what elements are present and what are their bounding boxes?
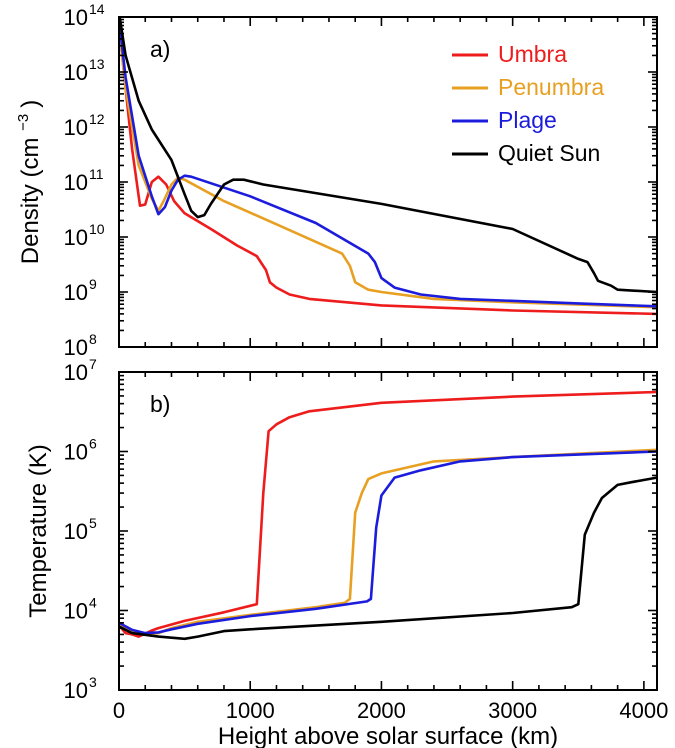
plot-area bbox=[119, 390, 657, 641]
y-tick-label: 10 bbox=[64, 170, 88, 195]
y-tick-exponent: 9 bbox=[89, 276, 97, 292]
panel-label: b) bbox=[150, 391, 170, 417]
y-tick-exponent: 5 bbox=[89, 515, 97, 531]
panel-2: 0 1000 2000 3000 4000 Height above solar surf… bbox=[25, 356, 668, 748]
y-tick-label: 10 bbox=[64, 115, 88, 140]
y-tick-exponent: 11 bbox=[89, 166, 104, 182]
series-plage-line bbox=[119, 19, 657, 308]
series-quiet-sun-line bbox=[119, 17, 657, 294]
y-tick-exponent: 7 bbox=[89, 356, 97, 372]
legend-label: Quiet Sun bbox=[498, 140, 600, 166]
series-plage-line bbox=[119, 450, 657, 635]
series-penumbra-line bbox=[119, 25, 657, 309]
plot-frame bbox=[118, 371, 658, 691]
y-tick-label: 10 bbox=[64, 519, 88, 544]
x-tick-label: 2000 bbox=[357, 698, 406, 723]
y-axis-label: Temperature (K) bbox=[25, 444, 52, 617]
y-tick-label: 10 bbox=[64, 360, 88, 385]
y-tick-label: 10 bbox=[64, 225, 88, 250]
series-umbra-line bbox=[119, 25, 657, 316]
y-tick-label: 10 bbox=[64, 440, 88, 465]
panel-label: a) bbox=[150, 36, 170, 62]
x-tick-label: 0 bbox=[113, 698, 125, 723]
series-penumbra-line bbox=[119, 448, 657, 636]
y-tick-exponent: 10 bbox=[89, 221, 105, 237]
y-tick-label: 10 bbox=[64, 599, 88, 624]
y-axis-label: Density (cm −3) bbox=[15, 100, 44, 264]
x-tick-label: 3000 bbox=[488, 698, 537, 723]
y-tick-exponent: 12 bbox=[89, 111, 105, 127]
x-tick-label: 4000 bbox=[619, 698, 668, 723]
x-axis-label: Height above solar surface (km) bbox=[218, 723, 558, 748]
plot-frame bbox=[118, 16, 658, 348]
y-tick-label: 10 bbox=[64, 280, 88, 305]
y-tick-exponent: 13 bbox=[89, 56, 105, 72]
y-tick-label: 10 bbox=[64, 5, 88, 30]
plot-area bbox=[119, 17, 657, 316]
y-tick-exponent: 4 bbox=[89, 595, 97, 611]
x-tick-label: 1000 bbox=[226, 698, 275, 723]
legend-label: Plage bbox=[498, 107, 557, 133]
y-tick-exponent: 6 bbox=[89, 436, 97, 452]
y-tick-label: 10 bbox=[64, 60, 88, 85]
legend-label: Penumbra bbox=[498, 74, 604, 100]
series-quiet-sun-line bbox=[119, 476, 657, 641]
legend-label: Umbra bbox=[498, 41, 567, 67]
y-tick-label: 10 bbox=[64, 335, 88, 360]
series-umbra-line bbox=[119, 390, 657, 638]
legend: Umbra Penumbra Plage Quiet Sun bbox=[452, 41, 604, 166]
y-tick-label: 10 bbox=[64, 678, 88, 703]
y-tick-exponent: 8 bbox=[89, 331, 97, 347]
y-tick-exponent: 14 bbox=[89, 1, 105, 17]
y-tick-exponent: 3 bbox=[89, 674, 97, 690]
